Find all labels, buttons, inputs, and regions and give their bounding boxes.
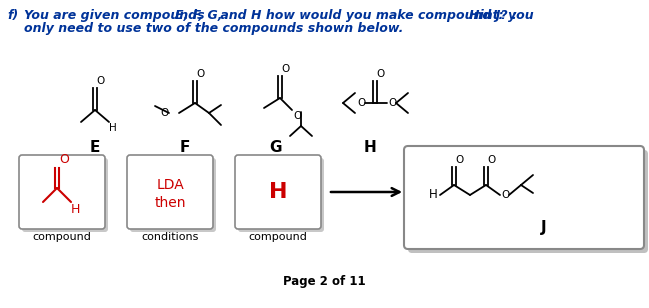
Text: E: E [90, 140, 100, 155]
Text: Page 2 of 11: Page 2 of 11 [283, 275, 365, 288]
Text: compound: compound [249, 232, 308, 242]
Text: J: J [541, 220, 547, 235]
Text: H: H [71, 203, 80, 216]
Text: O: O [96, 76, 104, 86]
Text: conditions: conditions [141, 232, 199, 242]
FancyBboxPatch shape [22, 158, 108, 232]
FancyBboxPatch shape [127, 155, 213, 229]
FancyBboxPatch shape [404, 146, 644, 249]
Text: O: O [388, 98, 397, 108]
Text: O: O [501, 190, 509, 200]
Text: compound: compound [32, 232, 92, 242]
Text: O: O [196, 69, 204, 79]
Text: O: O [357, 98, 365, 108]
FancyBboxPatch shape [130, 158, 216, 232]
FancyBboxPatch shape [408, 150, 648, 253]
Text: only need to use two of the compounds shown below.: only need to use two of the compounds sh… [24, 22, 404, 35]
Text: and H how would you make compound J? :: and H how would you make compound J? : [216, 9, 521, 22]
Text: You are given compounds: You are given compounds [24, 9, 209, 22]
Text: H: H [109, 123, 117, 133]
Text: G: G [269, 140, 281, 155]
Text: H: H [269, 182, 288, 202]
Text: O: O [455, 155, 463, 165]
Text: Hint: you: Hint: you [469, 9, 533, 22]
Text: O: O [59, 153, 69, 166]
Text: O: O [281, 64, 289, 74]
FancyBboxPatch shape [19, 155, 105, 229]
Text: H: H [429, 188, 438, 201]
Text: LDA: LDA [156, 178, 184, 192]
FancyBboxPatch shape [238, 158, 324, 232]
FancyBboxPatch shape [235, 155, 321, 229]
Text: O: O [487, 155, 495, 165]
Text: H: H [363, 140, 376, 155]
Text: f): f) [7, 9, 18, 22]
Text: E, F, G,: E, F, G, [175, 9, 223, 22]
Text: F: F [180, 140, 190, 155]
Text: O: O [293, 111, 301, 121]
Text: O: O [376, 69, 384, 79]
Text: O: O [161, 108, 169, 118]
Text: then: then [154, 196, 186, 210]
